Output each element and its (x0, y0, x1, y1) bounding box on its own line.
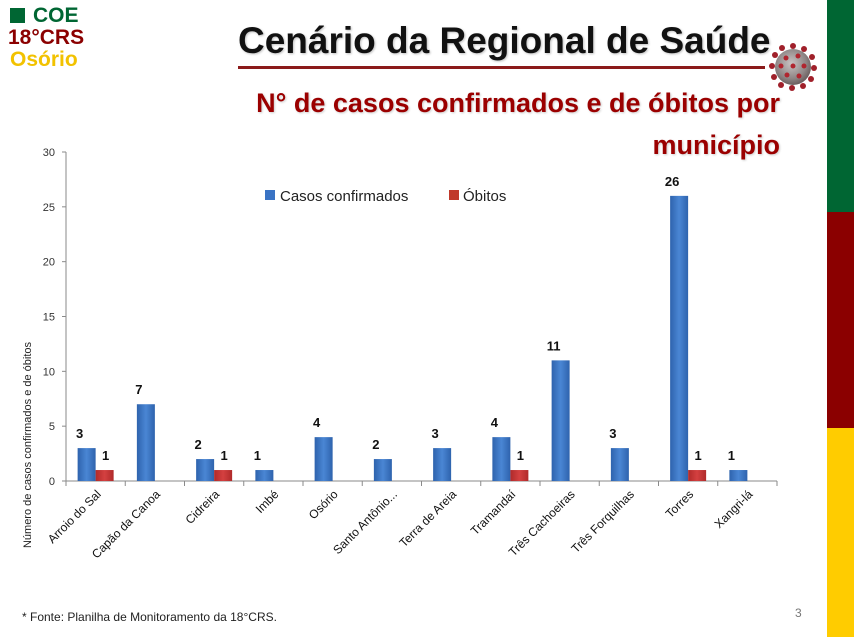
flag-stripe-red (827, 212, 854, 428)
data-label-obitos: 1 (221, 448, 228, 463)
bar-casos (136, 404, 155, 481)
data-label-casos: 4 (313, 415, 321, 430)
subtitle-line-1: N° de casos confirmados e de óbitos por (256, 88, 780, 118)
subtitle-line-2: município (652, 130, 781, 160)
category-label: Cidreira (183, 487, 223, 527)
category-label: Imbé (253, 487, 282, 516)
legend-swatch-casos (265, 190, 275, 200)
data-label-casos: 2 (195, 437, 202, 452)
data-label-casos: 7 (135, 382, 142, 397)
data-label-casos: 3 (76, 426, 83, 441)
data-label-casos: 3 (609, 426, 616, 441)
bar-obitos (688, 470, 707, 481)
data-label-obitos: 1 (102, 448, 109, 463)
bar-casos (314, 437, 333, 481)
bar-casos (255, 470, 274, 481)
category-label: Osório (306, 487, 341, 522)
bar-obitos (214, 470, 233, 481)
coe-logo: COE 18°CRS Osório (8, 4, 84, 70)
flag-stripe-yellow (827, 428, 854, 637)
chart-legend: Casos confirmados Óbitos (265, 188, 506, 205)
chart-subtitle: N° de casos confirmados e de óbitos por … (200, 82, 780, 166)
y-axis-title: Número de casos confirmados e de óbitos (22, 341, 34, 548)
legend-swatch-obitos (449, 190, 459, 200)
category-label: Terra de Areia (397, 487, 460, 550)
bar-casos (433, 448, 452, 481)
legend-label-casos: Casos confirmados (280, 188, 408, 205)
bar-casos (77, 448, 96, 481)
data-label-casos: 4 (491, 415, 499, 430)
bar-obitos (510, 470, 529, 481)
y-tick-label: 0 (49, 476, 55, 488)
data-label-casos: 3 (432, 426, 439, 441)
bar-casos (373, 459, 392, 481)
y-tick-label: 30 (43, 147, 55, 159)
logo-osorio-text: Osório (10, 47, 78, 71)
coe-square-icon (10, 7, 25, 23)
chart-axes: 0 5 10 15 20 25 30 (43, 147, 778, 488)
data-label-obitos: 1 (517, 448, 524, 463)
coronavirus-icon (769, 43, 817, 91)
data-label-casos: 1 (728, 448, 735, 463)
data-label-casos: 2 (372, 437, 379, 452)
logo-coe-text: COE (33, 3, 79, 27)
data-label-obitos: 1 (695, 448, 702, 463)
legend-label-obitos: Óbitos (463, 188, 506, 205)
category-label: Xangri-lá (712, 487, 756, 531)
bar-obitos (95, 470, 114, 481)
title-underline (238, 66, 765, 69)
page-number: 3 (795, 606, 802, 620)
bar-casos (196, 459, 215, 481)
bar-casos (729, 470, 748, 481)
bar-casos (492, 437, 511, 481)
bar-casos (670, 195, 689, 481)
source-footnote: * Fonte: Planilha de Monitoramento da 18… (22, 610, 277, 624)
category-label: Arroio do Sal (45, 487, 104, 546)
y-tick-label: 5 (49, 421, 55, 433)
logo-crs-text: 18°CRS (8, 25, 85, 49)
data-label-casos: 1 (254, 448, 261, 463)
category-label: Santo Antônio... (330, 487, 400, 557)
data-label-casos: 11 (547, 338, 561, 353)
y-tick-label: 15 (43, 312, 55, 324)
bar-casos (610, 448, 629, 481)
y-tick-label: 20 (43, 257, 55, 269)
y-tick-label: 25 (43, 202, 55, 214)
category-label: Tramandaí (468, 487, 519, 538)
category-label: Três Forquilhas (568, 487, 637, 556)
data-label-casos: 26 (665, 174, 679, 189)
category-label: Torres (663, 487, 696, 520)
page-title: Cenário da Regional de Saúde (238, 20, 771, 61)
y-tick-label: 10 (43, 366, 55, 378)
flag-stripe-green (827, 0, 854, 212)
bar-casos (551, 360, 570, 481)
chart-bars (77, 195, 748, 481)
